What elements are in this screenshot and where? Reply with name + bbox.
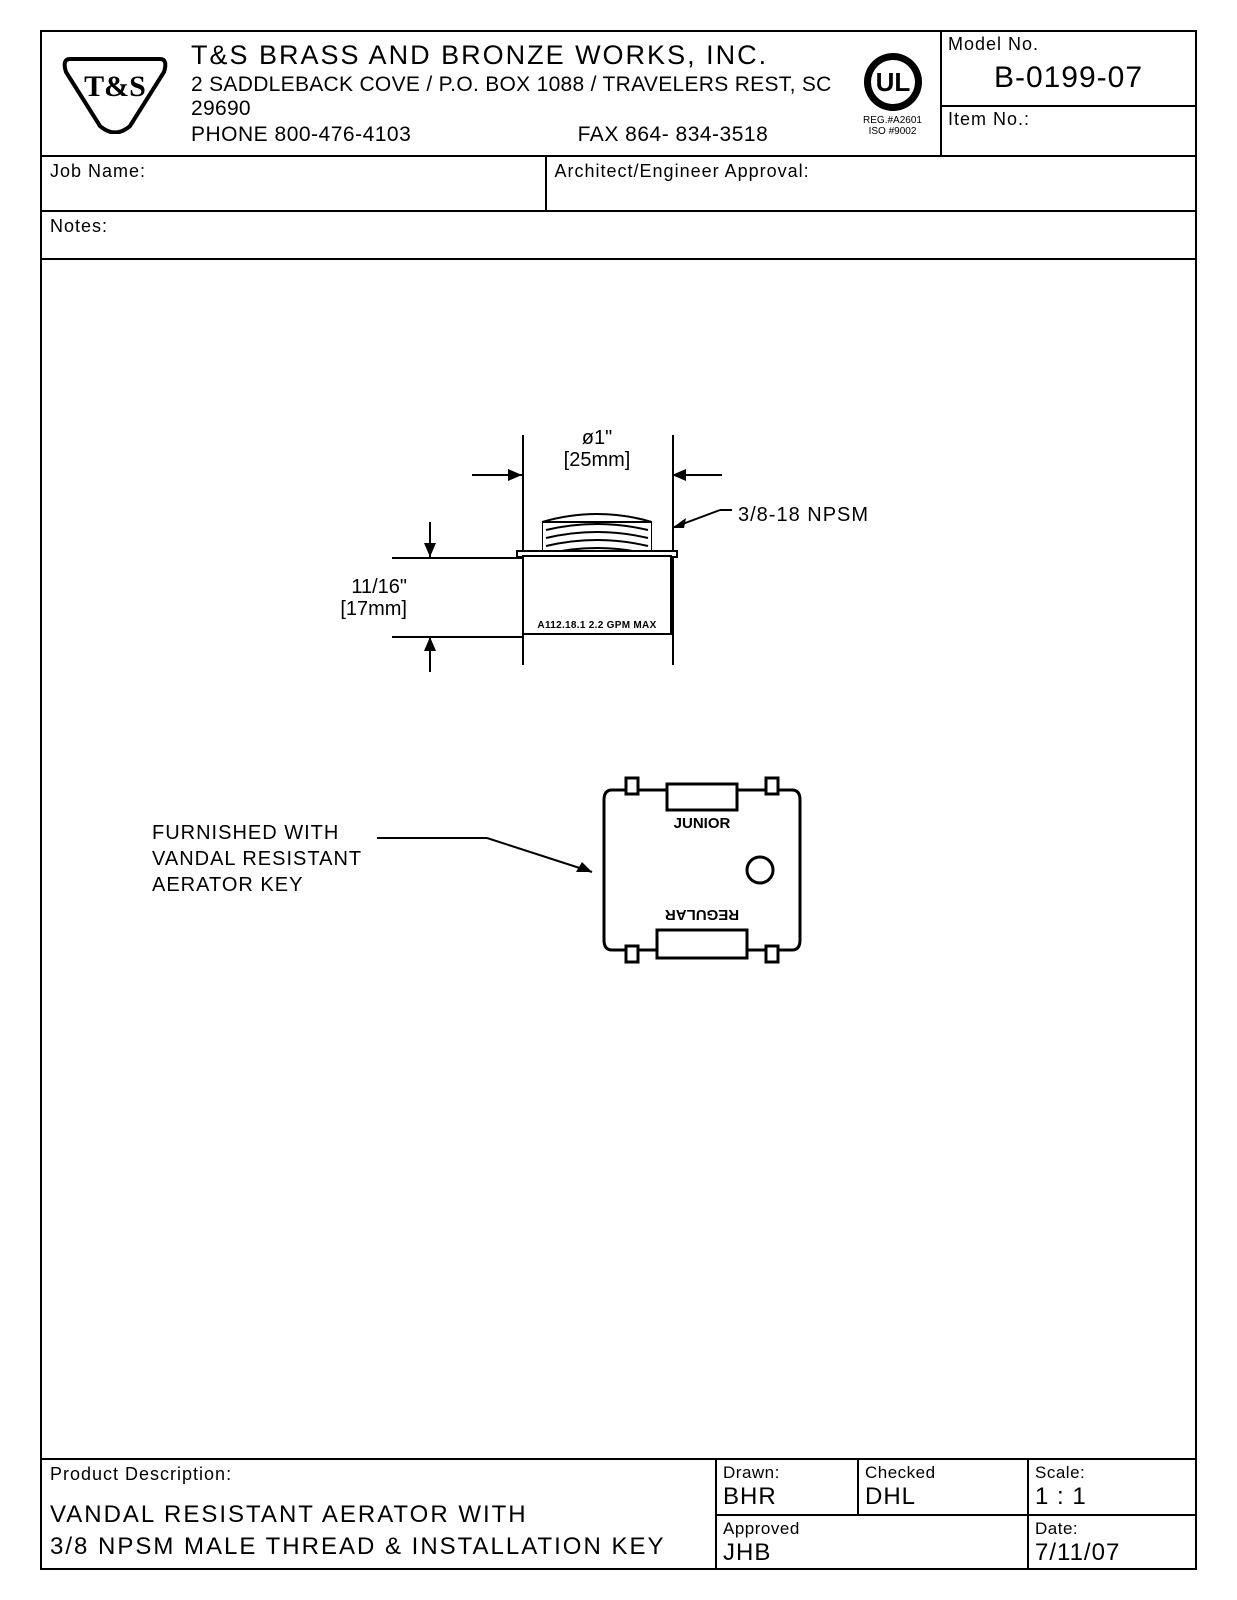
dim-height: 11/16" [17mm] xyxy=(302,552,532,672)
date-cell: Date: 7/11/07 xyxy=(1027,1514,1197,1570)
cert-cell: UL REG.#A2601 ISO #9002 xyxy=(845,32,940,155)
key-label-junior: JUNIOR xyxy=(674,815,731,832)
thread-spec: 3/8-18 NPSM xyxy=(738,504,869,527)
drawing-area: ø1" [25mm] 3/8-18 NPSM xyxy=(42,260,1195,1390)
dim-height-arrows xyxy=(415,522,445,672)
header-row: T&S T&S BRASS AND BRONZE WORKS, INC. 2 S… xyxy=(42,32,1195,157)
product-description: VANDAL RESISTANT AERATOR WITH 3/8 NPSM M… xyxy=(50,1499,707,1564)
job-row: Job Name: Architect/Engineer Approval: xyxy=(42,157,1195,212)
dim-diameter-mm: [25mm] xyxy=(564,449,631,471)
drawn-cell: Drawn: BHR xyxy=(717,1460,857,1514)
architect-label: Architect/Engineer Approval: xyxy=(545,157,1195,210)
company-phone: PHONE 800-476-4103 FAX 864- 834-3518 xyxy=(191,123,841,147)
dim-height-value: 11/16" xyxy=(351,576,407,598)
aerator-drawing: A112.18.1 2.2 GPM MAX xyxy=(522,520,672,635)
company-address: 2 SADDLEBACK COVE / P.O. BOX 1088 / TRAV… xyxy=(191,73,841,121)
model-no-label: Model No. xyxy=(942,32,1195,57)
job-name-label: Job Name: xyxy=(42,157,545,210)
ul-logo: UL xyxy=(862,51,924,113)
key-label-regular: REGULAR xyxy=(665,906,739,923)
aerator-body: A112.18.1 2.2 GPM MAX xyxy=(522,555,672,635)
thread-callout: 3/8-18 NPSM xyxy=(672,500,869,530)
aerator-body-mark: A112.18.1 2.2 GPM MAX xyxy=(524,620,670,631)
drawing-sheet: T&S T&S BRASS AND BRONZE WORKS, INC. 2 S… xyxy=(40,30,1197,1570)
footer-grid: Drawn: BHR Checked DHL Scale: 1 : 1 Appr… xyxy=(715,1460,1195,1568)
svg-text:UL: UL xyxy=(875,67,910,97)
key-note: FURNISHED WITH VANDAL RESISTANT AERATOR … xyxy=(152,820,362,898)
company-name: T&S BRASS AND BRONZE WORKS, INC. xyxy=(191,40,841,71)
callout-leader xyxy=(672,500,732,530)
dim-diameter-value: ø1" xyxy=(582,427,612,449)
product-description-label: Product Description: xyxy=(50,1464,707,1485)
company-cell: T&S BRASS AND BRONZE WORKS, INC. 2 SADDL… xyxy=(187,32,845,155)
aerator-key-drawing: JUNIOR REGULAR xyxy=(592,770,812,970)
scale-cell: Scale: 1 : 1 xyxy=(1027,1460,1197,1514)
model-no: B-0199-07 xyxy=(942,57,1195,107)
dim-height-mm: [17mm] xyxy=(340,598,407,620)
cert-reg: REG.#A2601 ISO #9002 xyxy=(863,115,922,137)
logo-cell: T&S xyxy=(42,32,187,155)
approved-cell: Approved JHB xyxy=(717,1514,1027,1570)
item-no-label: Item No.: xyxy=(942,107,1195,132)
ts-logo: T&S xyxy=(60,54,170,134)
footer-block: Product Description: VANDAL RESISTANT AE… xyxy=(42,1458,1195,1568)
svg-text:T&S: T&S xyxy=(84,70,146,103)
phone-value: PHONE 800-476-4103 xyxy=(191,123,411,146)
product-description-cell: Product Description: VANDAL RESISTANT AE… xyxy=(42,1460,715,1568)
checked-cell: Checked DHL xyxy=(857,1460,1027,1514)
model-column: Model No. B-0199-07 Item No.: xyxy=(940,32,1195,155)
key-note-leader xyxy=(377,830,607,880)
notes-label: Notes: xyxy=(42,212,1195,260)
fax-value: FAX 864- 834-3518 xyxy=(578,123,769,146)
